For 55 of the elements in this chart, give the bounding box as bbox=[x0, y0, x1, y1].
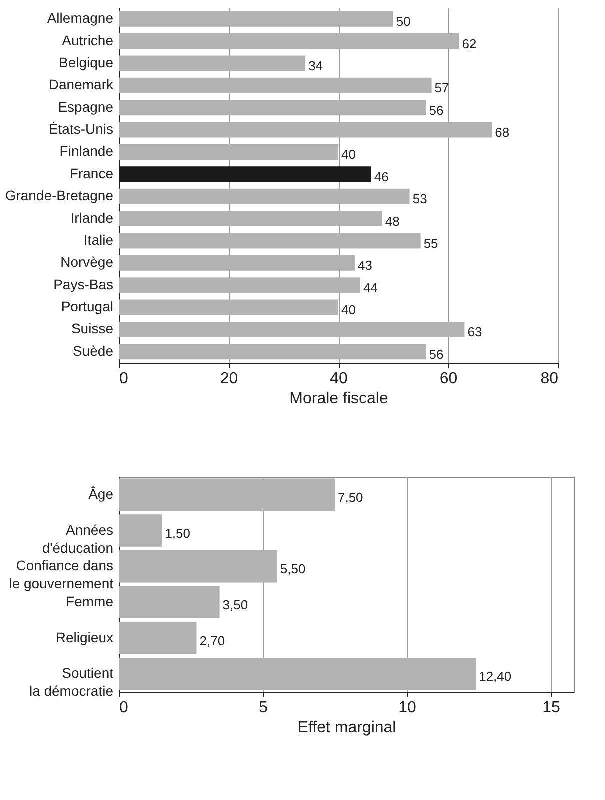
data-label: 53 bbox=[412, 192, 428, 207]
data-label: 5,50 bbox=[280, 562, 306, 577]
y-tick-label: Finlande bbox=[60, 143, 114, 160]
data-label: 1,50 bbox=[165, 526, 191, 541]
y-tick-label: Confiance dans le gouvernement bbox=[9, 558, 114, 592]
x-tick-label: 15 bbox=[542, 700, 560, 716]
x-axis-title: Effet marginal bbox=[298, 720, 396, 736]
x-tick-label: 20 bbox=[220, 370, 238, 388]
y-tick-label: Allemagne bbox=[47, 10, 114, 26]
y-tick-label: Soutient la démocratie bbox=[29, 665, 114, 700]
x-tick-label: 5 bbox=[259, 700, 268, 716]
data-label: 3,50 bbox=[222, 597, 248, 612]
data-label: 44 bbox=[363, 280, 378, 296]
data-label: 55 bbox=[424, 236, 438, 251]
data-label: 68 bbox=[495, 125, 510, 140]
data-label: 50 bbox=[396, 14, 411, 30]
x-tick-label: 80 bbox=[540, 370, 559, 388]
data-label: 40 bbox=[342, 147, 356, 162]
data-label: 62 bbox=[462, 36, 477, 52]
y-tick-label: Suisse bbox=[71, 320, 114, 337]
data-label: 40 bbox=[342, 302, 356, 318]
y-tick-label: Pays-Bas bbox=[54, 276, 114, 292]
data-label: 2,70 bbox=[200, 633, 226, 648]
y-tick-label: Irlande bbox=[70, 210, 114, 226]
y-tick-label: France bbox=[70, 165, 114, 182]
x-axis-title: Morale fiscale bbox=[290, 390, 388, 408]
y-tick-label: Religieux bbox=[56, 629, 114, 646]
data-label: 56 bbox=[429, 102, 444, 118]
y-tick-label: Suède bbox=[73, 342, 114, 359]
x-tick-label: 0 bbox=[120, 370, 128, 388]
data-label: 48 bbox=[385, 214, 400, 229]
y-tick-label: Années d'éducation bbox=[42, 522, 114, 556]
y-tick-label: Norvège bbox=[60, 254, 114, 270]
y-tick-label: Belgique bbox=[59, 54, 114, 70]
y-tick-label: Âge bbox=[88, 486, 114, 502]
data-label: 34 bbox=[308, 58, 324, 74]
data-label: 12,40 bbox=[479, 669, 512, 684]
y-tick-label: Espagne bbox=[58, 98, 114, 115]
x-tick-label: 10 bbox=[398, 700, 416, 716]
y-tick-label: États-Unis bbox=[48, 121, 114, 138]
data-label: 7,50 bbox=[338, 490, 364, 505]
y-tick-label: Portugal bbox=[61, 298, 114, 315]
x-tick-label: 0 bbox=[120, 700, 128, 716]
y-tick-label: Femme bbox=[66, 593, 114, 610]
data-label: 56 bbox=[429, 346, 444, 362]
data-label: 63 bbox=[468, 324, 482, 340]
y-tick-label: Autriche bbox=[62, 32, 114, 48]
y-tick-label: Danemark bbox=[48, 76, 114, 93]
y-tick-label: Grande-Bretagne bbox=[5, 188, 114, 204]
data-label: 43 bbox=[358, 258, 372, 274]
data-label: 46 bbox=[374, 169, 389, 184]
x-tick-label: 60 bbox=[440, 370, 458, 388]
data-label: 57 bbox=[434, 80, 450, 96]
y-tick-label: Italie bbox=[84, 232, 114, 248]
x-tick-label: 40 bbox=[330, 370, 348, 388]
